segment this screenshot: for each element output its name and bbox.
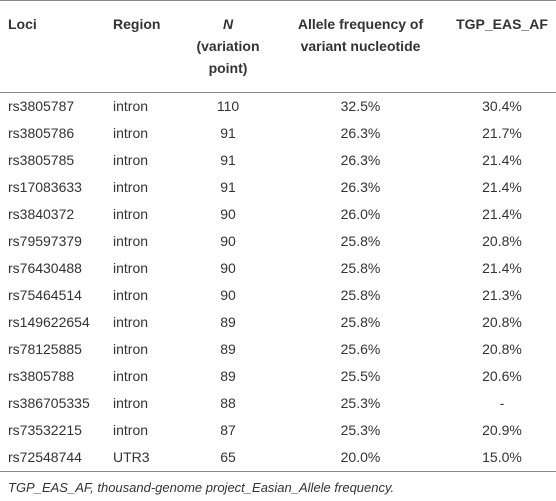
- table-cell: 30.4%: [482, 98, 522, 114]
- table-cell: rs17083633: [8, 179, 82, 195]
- table-cell: intron: [113, 422, 149, 438]
- header-cell: Region: [113, 0, 183, 93]
- table-cell: 21.7%: [482, 125, 522, 141]
- table-cell: 87: [220, 422, 236, 438]
- table-cell: 32.5%: [340, 98, 381, 114]
- header-n-subtitle: (variation point): [196, 38, 260, 76]
- table-row: rs386705335 intron 88 25.3% -: [0, 390, 556, 417]
- table-body: rs3805787 intron 110 32.5% 30.4% rs3805786 int…: [0, 93, 556, 472]
- table-cell: 21.4%: [482, 206, 522, 222]
- table-cell: 89: [220, 314, 236, 330]
- table-row: rs3805787 intron 110 32.5% 30.4%: [0, 93, 556, 121]
- table-cell: rs149622654: [8, 314, 90, 330]
- table-cell: 25.3%: [340, 395, 381, 411]
- footnote: TGP_EAS_AF, thousand-genome project_Easi…: [8, 480, 395, 495]
- table-cell: rs386705335: [8, 395, 90, 411]
- table-cell: intron: [113, 287, 149, 303]
- table-row: rs3805786 intron 91 26.3% 21.7%: [0, 120, 556, 147]
- table-cell: 20.8%: [482, 314, 522, 330]
- table-cell: rs79597379: [8, 233, 82, 249]
- table-cell: intron: [113, 260, 149, 276]
- table-row: rs3805785 intron 91 26.3% 21.4%: [0, 147, 556, 174]
- table-cell: rs76430488: [8, 260, 82, 276]
- table-row: rs76430488 intron 90 25.8% 21.4%: [0, 255, 556, 282]
- table-cell: 20.9%: [482, 422, 522, 438]
- table-cell: 26.3%: [340, 152, 381, 168]
- table-row: rs3840372 intron 90 26.0% 21.4%: [0, 201, 556, 228]
- table-cell: rs3805787: [8, 98, 75, 114]
- table-cell: intron: [113, 314, 149, 330]
- table-cell: 90: [220, 233, 236, 249]
- table-cell: 25.8%: [340, 287, 381, 303]
- header-cell: N (variation point): [183, 0, 273, 93]
- table-cell: 89: [220, 341, 236, 357]
- table-cell: 21.3%: [482, 287, 522, 303]
- table-cell: 25.5%: [340, 368, 381, 384]
- table-cell: rs3805785: [8, 152, 75, 168]
- table-cell: 90: [220, 287, 236, 303]
- table-cell: intron: [113, 206, 149, 222]
- table-cell: 25.6%: [340, 341, 381, 357]
- table-row: rs79597379 intron 90 25.8% 20.8%: [0, 228, 556, 255]
- table-cell: 65: [183, 444, 273, 472]
- table-cell: 20.8%: [482, 233, 522, 249]
- header-cell: Allele frequency of variant nucleotide: [273, 0, 448, 93]
- table-cell: 89: [220, 368, 236, 384]
- table-cell: 26.3%: [340, 125, 381, 141]
- table-cell: 21.4%: [482, 152, 522, 168]
- header-cell: Loci: [0, 0, 113, 93]
- table-cell: 26.3%: [340, 179, 381, 195]
- table-cell: 15.0%: [448, 444, 556, 472]
- table-cell: intron: [113, 368, 149, 384]
- table-row: rs78125885 intron 89 25.6% 20.8%: [0, 336, 556, 363]
- header-cell: TGP_EAS_AF: [448, 0, 556, 93]
- table-cell: rs72548744: [0, 444, 113, 472]
- table-cell: 91: [220, 179, 236, 195]
- table-row: rs17083633 intron 91 26.3% 21.4%: [0, 174, 556, 201]
- table-cell: rs3805788: [8, 368, 75, 384]
- header-n: N: [222, 16, 234, 32]
- table-cell: rs78125885: [8, 341, 82, 357]
- table-row: rs3805788 intron 89 25.5% 20.6%: [0, 363, 556, 390]
- table-cell: rs3840372: [8, 206, 75, 222]
- table-cell: 26.0%: [340, 206, 381, 222]
- table-cell: 20.0%: [273, 444, 448, 472]
- table-cell: intron: [113, 341, 149, 357]
- table-cell: 25.8%: [340, 314, 381, 330]
- table-cell: 20.6%: [482, 368, 522, 384]
- table-row: rs72548744 UTR3 65 20.0% 15.0%: [0, 444, 556, 472]
- header-row: Loci Region N (variation point) Allele fr…: [0, 0, 556, 93]
- table-cell: 91: [220, 152, 236, 168]
- table-cell: 25.8%: [340, 260, 381, 276]
- table-cell: rs3805786: [8, 125, 75, 141]
- table-cell: 20.8%: [482, 341, 522, 357]
- table-cell: intron: [113, 395, 149, 411]
- table-cell: UTR3: [113, 444, 183, 472]
- table-cell: 91: [220, 125, 236, 141]
- table-cell: intron: [113, 233, 149, 249]
- table-cell: intron: [113, 179, 149, 195]
- table-cell: intron: [113, 98, 149, 114]
- table-cell: 25.8%: [340, 233, 381, 249]
- table-cell: 88: [220, 395, 236, 411]
- data-table: Loci Region N (variation point) Allele fr…: [0, 0, 556, 472]
- table-cell: intron: [113, 125, 149, 141]
- table-row: rs73532215 intron 87 25.3% 20.9%: [0, 417, 556, 444]
- table-row: rs149622654 intron 89 25.8% 20.8%: [0, 309, 556, 336]
- table-row: rs75464514 intron 90 25.8% 21.3%: [0, 282, 556, 309]
- table-cell: 25.3%: [340, 422, 381, 438]
- table-cell: 90: [220, 206, 236, 222]
- table-cell: intron: [113, 152, 149, 168]
- table-cell: 110: [216, 98, 240, 114]
- table-cell: rs75464514: [8, 287, 82, 303]
- table-cell: -: [499, 395, 505, 411]
- table-cell: 90: [220, 260, 236, 276]
- table-cell: rs73532215: [8, 422, 82, 438]
- table-cell: 21.4%: [482, 179, 522, 195]
- table-cell: 21.4%: [482, 260, 522, 276]
